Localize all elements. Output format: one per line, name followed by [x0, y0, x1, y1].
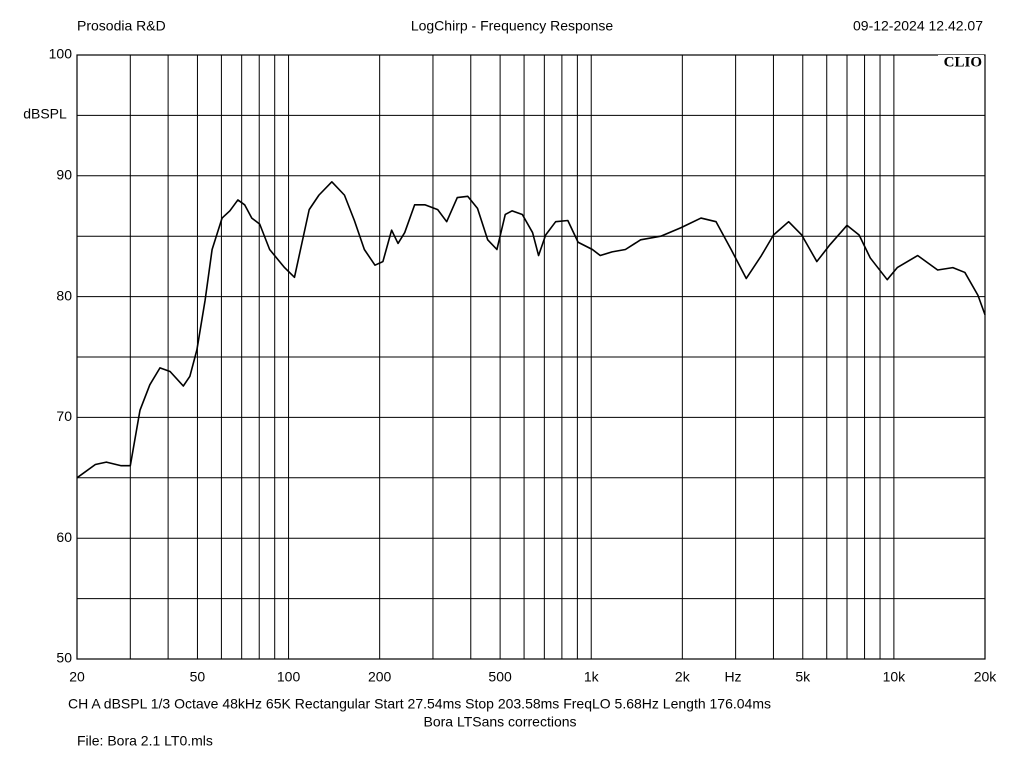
y-tick-label: 70 [56, 408, 72, 424]
x-tick-label: 20 [69, 669, 85, 685]
chart-title: LogChirp - Frequency Response [411, 18, 614, 34]
x-tick-label: 100 [277, 669, 301, 685]
logo-box [938, 55, 984, 71]
footer-settings: CH A dBSPL 1/3 Octave 48kHz 65K Rectangu… [68, 696, 771, 712]
x-axis-label: Hz [724, 669, 741, 685]
x-tick-label: 20k [974, 669, 998, 685]
y-tick-label: 80 [56, 287, 72, 303]
x-tick-label: 500 [488, 669, 512, 685]
y-tick-label: 90 [56, 167, 72, 183]
header-right: 09-12-2024 12.42.07 [853, 18, 983, 34]
x-tick-label: 200 [368, 669, 392, 685]
y-tick-label: 50 [56, 650, 72, 666]
x-tick-label: 2k [675, 669, 691, 685]
footer-note: Bora LTSans corrections [423, 714, 576, 730]
footer-file: File: Bora 2.1 LT0.mls [77, 733, 213, 749]
x-tick-label: 50 [190, 669, 206, 685]
y-tick-label: 100 [49, 46, 73, 62]
x-tick-label: 1k [584, 669, 600, 685]
logo: CLIO [944, 54, 982, 70]
x-tick-label: 10k [883, 669, 907, 685]
response-curve [76, 181, 986, 479]
x-tick-label: 5k [795, 669, 811, 685]
y-tick-label: 60 [56, 529, 72, 545]
header-left: Prosodia R&D [77, 18, 166, 34]
y-axis-label: dBSPL [23, 106, 67, 122]
